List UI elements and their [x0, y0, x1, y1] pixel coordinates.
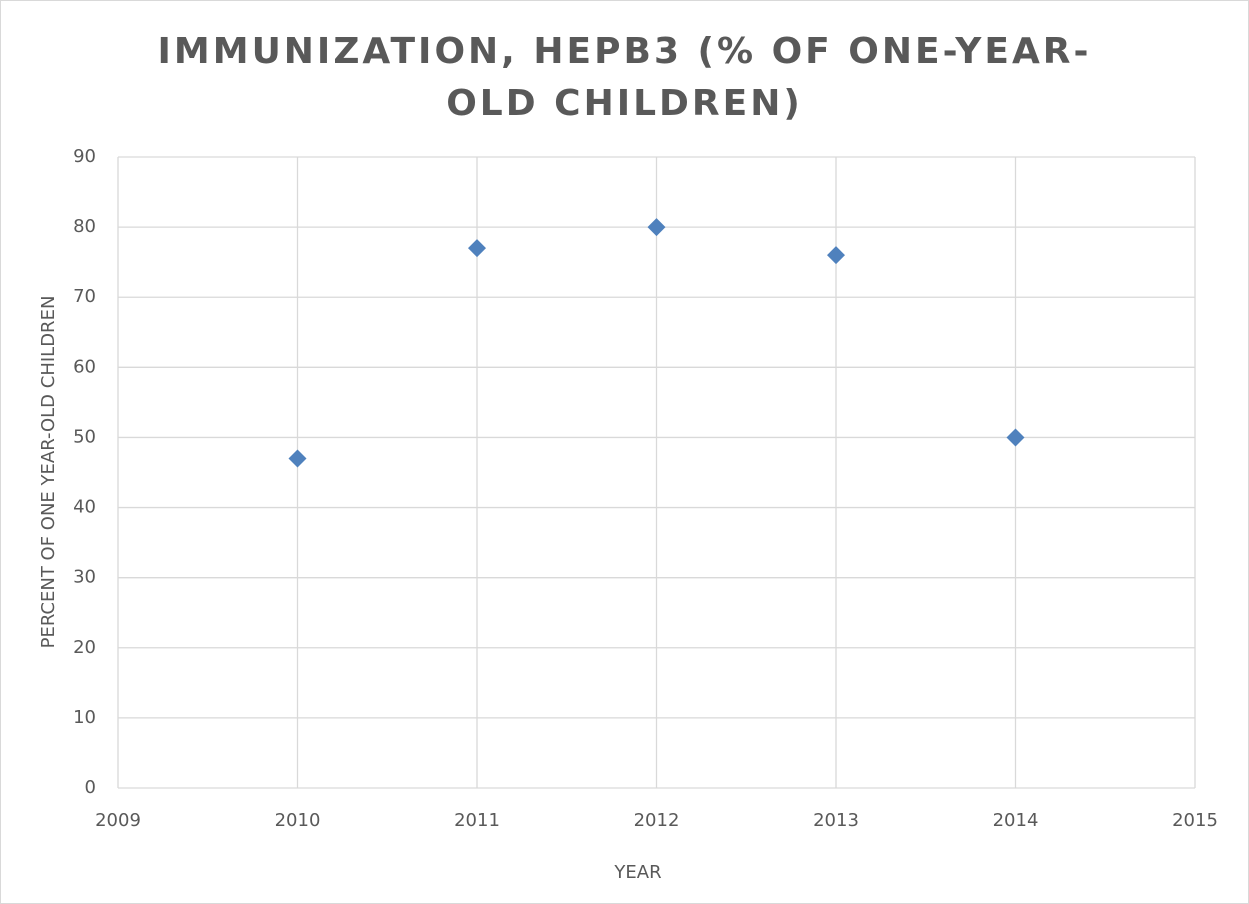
- y-tick-label: 50: [73, 426, 96, 447]
- x-tick-label: 2013: [813, 810, 859, 831]
- x-tick-label: 2014: [993, 810, 1039, 831]
- y-tick-label: 20: [73, 637, 96, 658]
- marker: [827, 246, 845, 265]
- x-tick-label: 2012: [634, 810, 680, 831]
- y-tick-label: 80: [73, 216, 96, 237]
- x-tick-label: 2010: [275, 810, 321, 831]
- marker: [288, 449, 307, 468]
- x-axis-label: YEAR: [613, 862, 661, 883]
- marker: [647, 218, 666, 237]
- y-tick-label: 10: [73, 707, 96, 728]
- x-tick-label: 2011: [454, 810, 500, 831]
- x-tick-label: 2009: [95, 810, 141, 831]
- y-tick-label: 0: [85, 777, 96, 798]
- y-axis-label: PERCENT OF ONE YEAR-OLD CHILDREN: [38, 296, 59, 649]
- marker: [1006, 428, 1025, 447]
- y-tick-label: 90: [73, 146, 96, 167]
- y-tick-label: 30: [73, 567, 96, 588]
- y-tick-label: 70: [73, 286, 96, 307]
- x-tick-label: 2015: [1172, 810, 1218, 831]
- chart-title: IMMUNIZATION, HEPB3 (% OF ONE-YEAR-OLD C…: [157, 31, 1092, 124]
- marker: [468, 239, 486, 258]
- y-tick-label: 40: [73, 497, 96, 518]
- y-tick-label: 60: [73, 356, 96, 377]
